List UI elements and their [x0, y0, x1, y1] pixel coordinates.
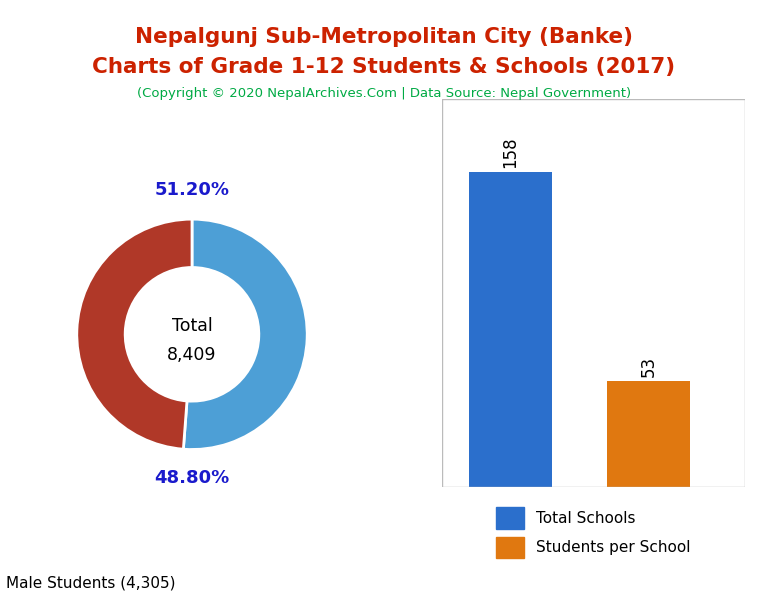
Bar	[607, 381, 690, 487]
Text: 8,409: 8,409	[167, 346, 217, 364]
Bar	[469, 172, 552, 487]
Text: 53: 53	[640, 356, 657, 377]
Text: Nepalgunj Sub-Metropolitan City (Banke): Nepalgunj Sub-Metropolitan City (Banke)	[135, 27, 633, 47]
Wedge shape	[184, 219, 307, 450]
Bar	[442, 99, 745, 487]
Legend: Total Schools, Students per School: Total Schools, Students per School	[490, 501, 697, 564]
Text: 51.20%: 51.20%	[154, 181, 230, 199]
Legend: Male Students (4,305), Female Students (4,104): Male Students (4,305), Female Students (…	[0, 566, 200, 597]
Text: 158: 158	[502, 137, 519, 168]
Text: (Copyright © 2020 NepalArchives.Com | Data Source: Nepal Government): (Copyright © 2020 NepalArchives.Com | Da…	[137, 87, 631, 100]
Text: Charts of Grade 1-12 Students & Schools (2017): Charts of Grade 1-12 Students & Schools …	[92, 57, 676, 77]
Wedge shape	[77, 219, 192, 449]
Text: Total: Total	[171, 317, 213, 336]
Text: 48.80%: 48.80%	[154, 469, 230, 487]
